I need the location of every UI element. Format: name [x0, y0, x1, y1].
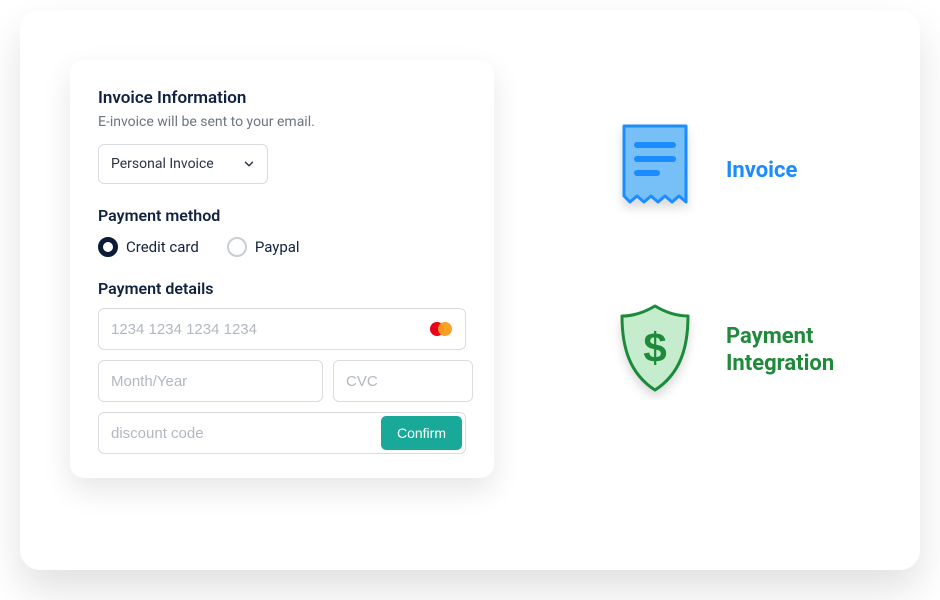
radio-label: Credit card	[126, 238, 199, 256]
mastercard-icon	[426, 319, 456, 339]
feature-invoice: Invoice	[610, 120, 910, 220]
feature-payment-label: Payment Integration	[726, 323, 834, 378]
features-column: Invoice $ Payment Integration	[610, 120, 910, 480]
radio-unselected-icon	[227, 237, 247, 257]
expiry-input[interactable]	[98, 360, 323, 402]
cvc-input[interactable]	[333, 360, 473, 402]
radio-paypal[interactable]: Paypal	[227, 237, 300, 257]
card-number-input[interactable]	[98, 308, 466, 350]
payment-details-title: Payment details	[98, 279, 466, 298]
invoice-info-subtext: E-invoice will be sent to your email.	[98, 114, 466, 130]
confirm-button[interactable]: Confirm	[381, 416, 462, 450]
shield-dollar-icon: $	[610, 300, 700, 400]
feature-invoice-label: Invoice	[726, 158, 797, 183]
invoice-icon	[610, 120, 700, 220]
radio-label: Paypal	[255, 238, 300, 256]
payment-method-options: Credit card Paypal	[98, 237, 466, 257]
radio-credit-card[interactable]: Credit card	[98, 237, 199, 257]
payment-form-card: Invoice Information E-invoice will be se…	[70, 60, 494, 478]
invoice-type-select[interactable]: Personal Invoice	[98, 144, 268, 184]
svg-text:$: $	[643, 324, 666, 371]
feature-payment-integration: $ Payment Integration	[610, 300, 910, 400]
invoice-type-value: Personal Invoice	[111, 156, 214, 172]
invoice-info-title: Invoice Information	[98, 88, 466, 108]
radio-selected-icon	[98, 237, 118, 257]
outer-card: Invoice Information E-invoice will be se…	[20, 10, 920, 570]
payment-method-title: Payment method	[98, 206, 466, 225]
